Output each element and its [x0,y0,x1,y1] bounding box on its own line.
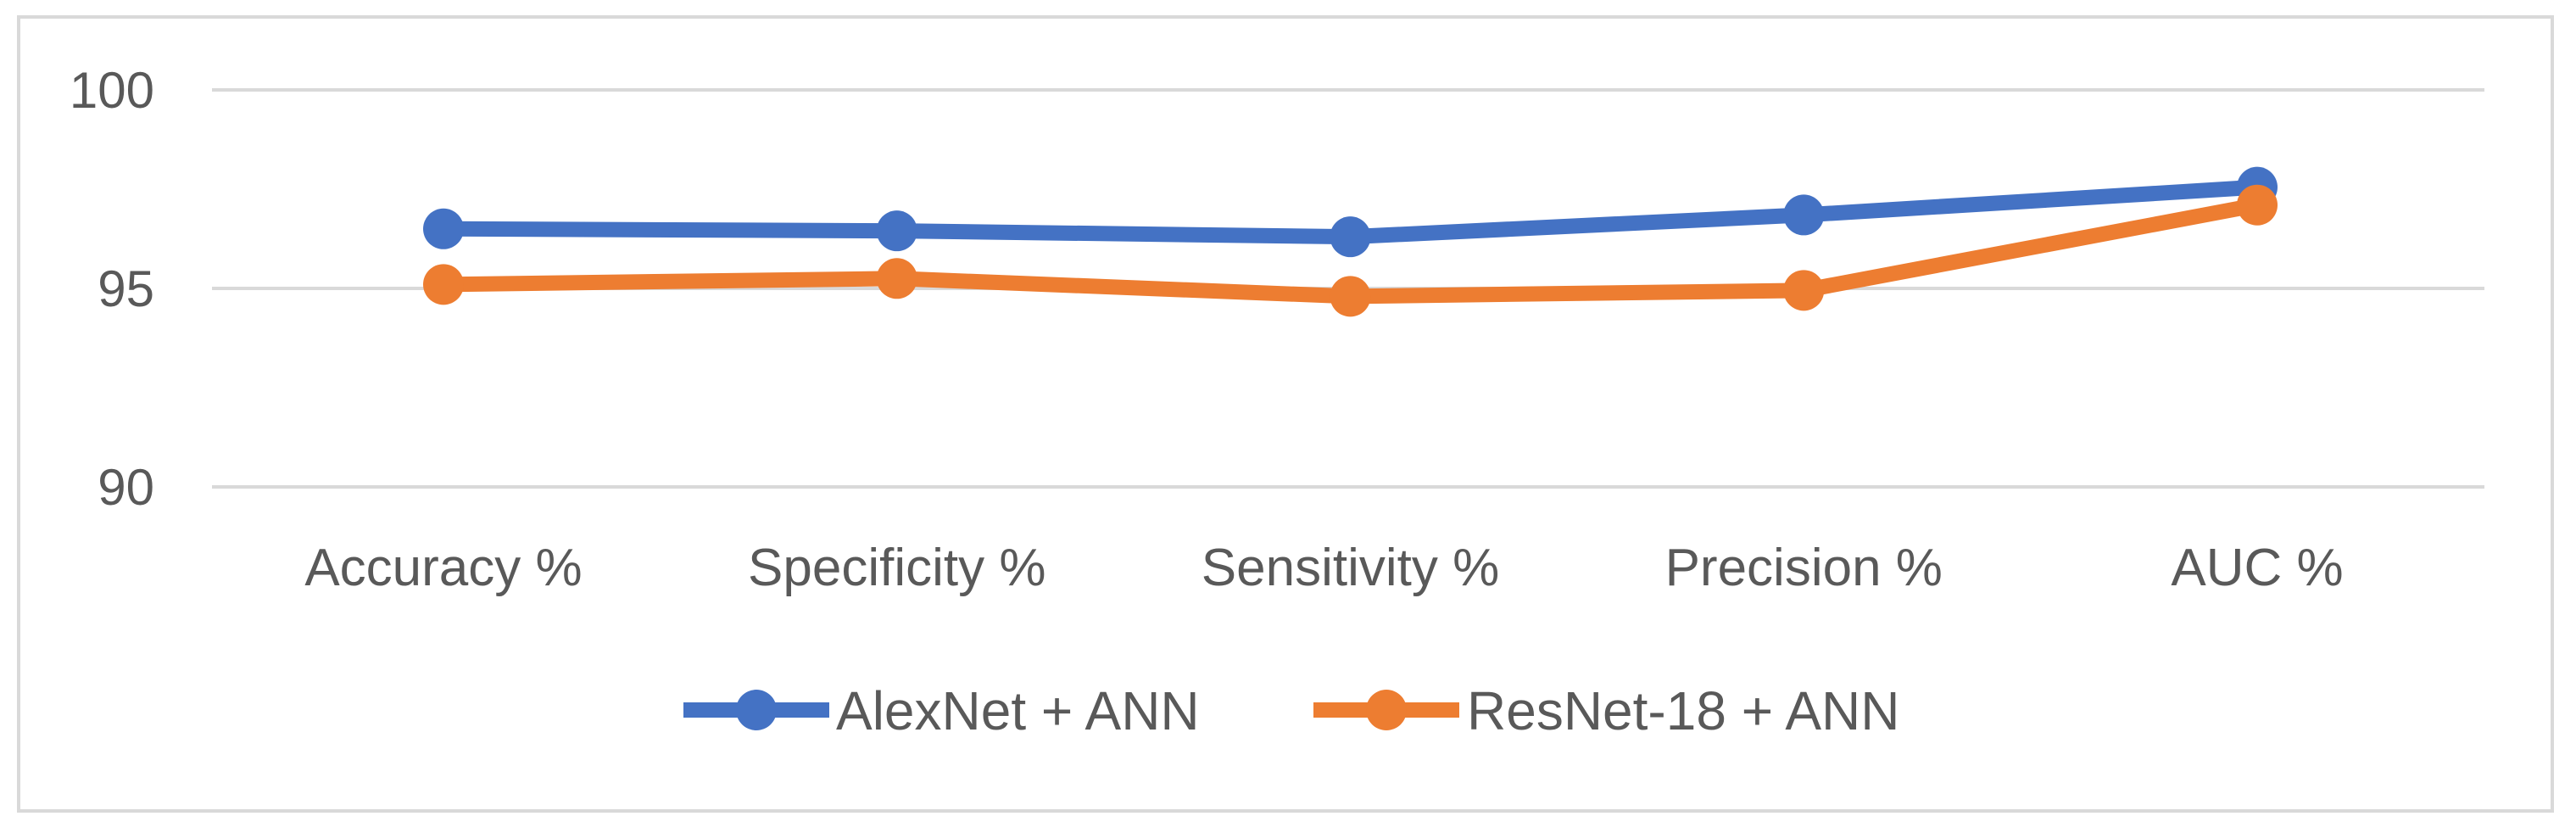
data-point [423,264,464,305]
x-axis-categories: Accuracy % Specificity % Sensitivity % Prec… [304,539,2343,597]
x-category-label: Precision % [1665,539,1943,597]
legend-marker [1366,690,1407,730]
data-point [1783,270,1825,311]
series-1 [423,166,2278,258]
data-point [2237,184,2278,226]
legend-item: ResNet-18 + ANN [1313,680,1899,741]
y-tick-label: 100 [70,62,154,119]
legend-label: ResNet-18 + ANN [1467,680,1899,741]
y-axis-ticks: 90 95 100 [70,62,154,516]
x-category-label: Sensitivity % [1202,539,1499,597]
legend: AlexNet + ANN ResNet-18 + ANN [683,680,1899,741]
y-tick-label: 95 [98,260,154,317]
data-point [1783,194,1825,236]
series-2 [423,184,2278,317]
data-point [876,210,917,252]
data-point [876,258,917,299]
chart-frame [17,15,2554,813]
legend-marker [736,690,777,730]
x-category-label: Accuracy % [304,539,582,597]
x-category-label: Specificity % [748,539,1045,597]
legend-label: AlexNet + ANN [836,680,1200,741]
data-point [423,208,464,249]
y-tick-label: 90 [98,459,154,516]
data-point [1330,216,1371,258]
legend-item: AlexNet + ANN [683,680,1200,741]
data-point [1330,276,1371,317]
x-category-label: AUC % [2171,539,2343,597]
series-lines [423,166,2278,317]
